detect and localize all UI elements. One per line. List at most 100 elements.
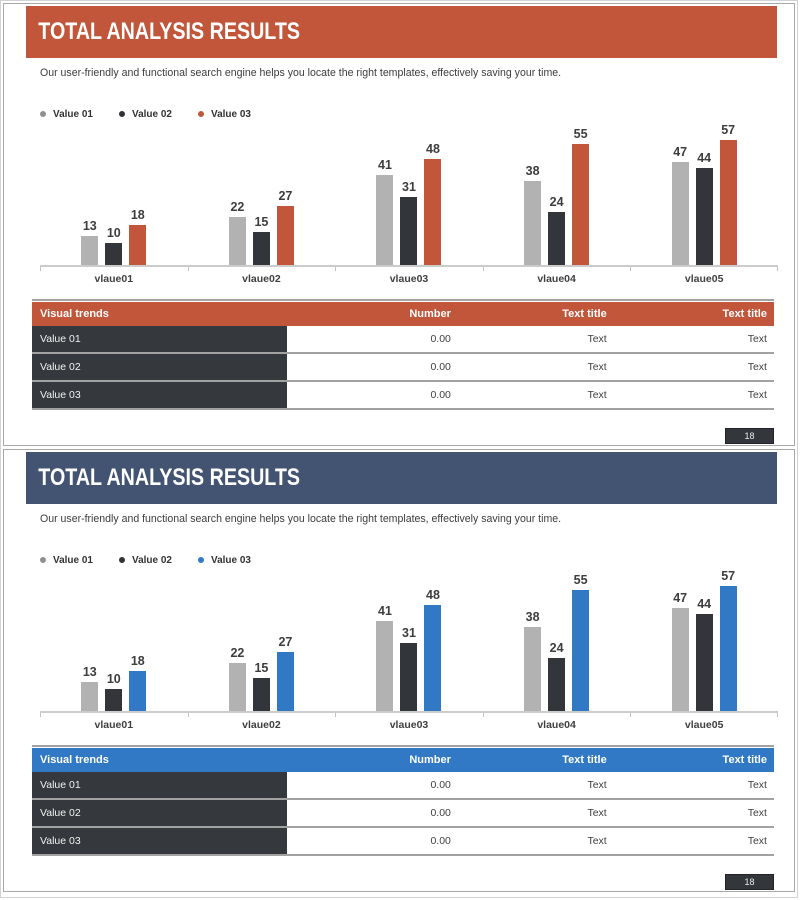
bar: 48	[424, 142, 442, 265]
table-header-cell: Text title	[722, 754, 767, 766]
category-axis: vlaue01 vlaue02 vlaue03 vlaue04 vlaue05	[40, 719, 778, 731]
table-cell: 0.00	[430, 835, 451, 847]
category-label: vlaue04	[537, 719, 576, 731]
bar: 10	[105, 226, 123, 265]
legend-label: Value 02	[132, 554, 172, 566]
bar-group: 22 15 27	[187, 570, 336, 717]
bar: 22	[228, 200, 246, 265]
legend-label: Value 03	[211, 554, 251, 566]
table-header-cell: Visual trends	[40, 754, 109, 766]
bar: 22	[228, 646, 246, 711]
category-label: vlaue02	[242, 719, 281, 731]
bar: 18	[129, 654, 147, 711]
table-cell: Text	[747, 779, 767, 791]
legend-ring-icon	[198, 111, 205, 117]
table-header-cell: Number	[409, 308, 451, 320]
bar-value-label: 10	[106, 226, 121, 240]
table-cell: Text	[587, 389, 607, 401]
bar-value-label: 31	[402, 180, 416, 194]
bar: 44	[695, 597, 713, 711]
bar-value-label: 57	[721, 123, 736, 137]
bar-value-label: 24	[549, 195, 564, 209]
category-axis: vlaue01 vlaue02 vlaue03 vlaue04 vlaue05	[40, 273, 778, 285]
legend-item: Value 02	[119, 554, 174, 566]
legend-ring-icon	[40, 111, 46, 117]
bar: 27	[276, 635, 294, 711]
bar-value-label: 18	[130, 654, 145, 668]
bar-value-label: 13	[82, 665, 97, 679]
bar-group: 13 10 18	[40, 124, 188, 271]
bar-value-label: 55	[573, 573, 588, 587]
table-cell: 0.00	[430, 807, 451, 819]
table-header-cell: Text title	[562, 754, 607, 766]
bar: 18	[129, 208, 147, 265]
bar: 41	[376, 158, 394, 265]
category-label: vlaue02	[242, 273, 281, 285]
bar: 31	[400, 626, 418, 711]
legend-label: Value 02	[132, 108, 172, 120]
category-label: vlaue03	[389, 719, 429, 731]
legend-ring-icon	[119, 557, 126, 563]
legend-label: Value 01	[53, 554, 93, 566]
category-label: vlaue01	[94, 273, 134, 285]
table-row: Value 03 0.00 Text Text	[32, 828, 774, 856]
bar: 10	[105, 672, 123, 711]
slide-orange: TOTAL ANALYSIS RESULTS Our user-friendly…	[3, 3, 795, 446]
legend-ring-icon	[119, 111, 126, 117]
legend-label: Value 03	[211, 108, 251, 120]
data-table: Visual trends Number Text title Text title V…	[32, 745, 774, 856]
table-cell: Text	[587, 333, 607, 345]
bar-value-label: 27	[278, 189, 293, 203]
table-header-cell: Number	[409, 754, 451, 766]
bar-value-label: 22	[230, 200, 245, 214]
row-label-cell: Value 01	[32, 326, 288, 352]
slide-subtitle: Our user-friendly and functional search …	[40, 67, 562, 79]
plot-area: 13 10 18 22 15 27 41 31 48 38 24 55 47 44 57	[40, 569, 778, 717]
table-header-row: Visual trends Number Text title Text title	[32, 748, 774, 772]
slide-subtitle: Our user-friendly and functional search …	[40, 513, 562, 525]
data-table: Visual trends Number Text title Text title V…	[32, 299, 774, 410]
category-label: vlaue04	[537, 273, 576, 285]
table-cell: Text	[747, 835, 767, 847]
bar: 31	[400, 180, 418, 265]
category-label: vlaue05	[684, 273, 724, 285]
bar-group: 41 31 48	[335, 124, 483, 271]
category-label: vlaue05	[684, 719, 724, 731]
bar-value-label: 41	[378, 158, 392, 172]
category-label: vlaue03	[389, 273, 429, 285]
bar: 15	[252, 661, 270, 711]
table-row: Value 01 0.00 Text Text	[32, 326, 774, 354]
legend-item: Value 03	[198, 108, 253, 120]
bar-value-label: 47	[673, 591, 688, 605]
legend-ring-icon	[40, 557, 46, 563]
bar-group: 22 15 27	[187, 124, 336, 271]
table-cell: Text	[587, 835, 607, 847]
bar: 47	[671, 145, 689, 265]
bar-value-label: 22	[230, 646, 245, 660]
bar-group: 47 44 57	[630, 123, 778, 271]
row-label-cell: Value 03	[32, 382, 288, 408]
bar-value-label: 44	[697, 151, 712, 165]
bar: 15	[252, 215, 270, 265]
bar-value-label: 10	[106, 672, 121, 686]
bar-group: 13 10 18	[40, 570, 188, 717]
bar: 55	[572, 127, 590, 265]
bar-value-label: 38	[525, 164, 540, 178]
table-header-cell: Visual trends	[40, 308, 109, 320]
legend: Value 01 Value 02 Value 03	[40, 108, 253, 120]
bar: 24	[548, 195, 566, 265]
table-cell: 0.00	[430, 361, 451, 373]
bar-value-label: 44	[697, 597, 712, 611]
bar-value-label: 41	[378, 604, 392, 618]
bar-chart: 13 10 18 22 15 27 41 31 48 38 24 55 47 44 57 vlaue01 vl…	[40, 123, 778, 285]
table-cell: Text	[587, 807, 607, 819]
page-number-badge: 18	[725, 428, 774, 444]
page-title: TOTAL ANALYSIS RESULTS	[38, 464, 301, 491]
bar: 13	[81, 219, 99, 265]
legend-item: Value 02	[119, 108, 174, 120]
bar: 41	[376, 604, 394, 711]
bar-value-label: 38	[525, 610, 540, 624]
legend: Value 01 Value 02 Value 03	[40, 554, 253, 566]
category-label: vlaue01	[94, 719, 134, 731]
